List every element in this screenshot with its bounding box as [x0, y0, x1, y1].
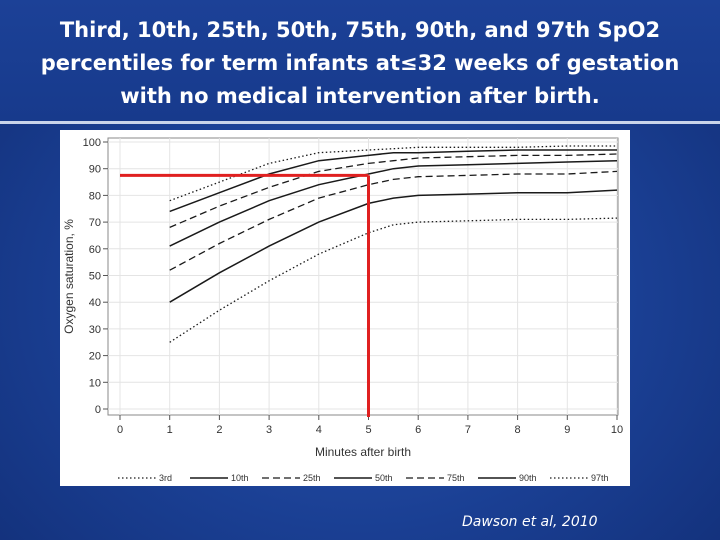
- y-tick-label-50: 50: [89, 271, 101, 283]
- plot-frame: [107, 137, 619, 416]
- y-tick-label-80: 80: [89, 190, 101, 202]
- legend-label-97th: 97th: [591, 473, 609, 483]
- x-tick-label-5: 5: [365, 424, 371, 436]
- citation-credit: Dawson et al, 2010: [462, 514, 598, 530]
- x-tick-label-1: 1: [167, 424, 173, 436]
- x-tick-label-6: 6: [415, 424, 421, 436]
- legend-label-90th: 90th: [519, 473, 537, 483]
- title-line-2: percentiles for term infants at≤32 weeks…: [40, 51, 680, 75]
- legend-label-25th: 25th: [303, 473, 321, 483]
- series-line-90th: [169, 149, 617, 213]
- x-tick-label-3: 3: [266, 424, 272, 436]
- y-tick-label-70: 70: [89, 217, 101, 229]
- y-tick-label-20: 20: [89, 351, 101, 363]
- x-axis-label: Minutes after birth: [315, 445, 411, 459]
- series-line-25th: [169, 170, 618, 271]
- x-tick-label-7: 7: [465, 424, 471, 436]
- chart-panel: 0 10 20 30 40 50 60 70 80 90 100 0 1 2 3 4 5 6 7 8 9 10 Minute…: [60, 130, 630, 486]
- legend-label-10th: 10th: [231, 473, 249, 483]
- y-tick-label-60: 60: [89, 244, 101, 256]
- legend-label-75th: 75th: [447, 473, 465, 483]
- y-axis-label: Oxygen saturation, %: [62, 219, 76, 334]
- title-line-3: with no medical intervention after birth…: [120, 84, 600, 108]
- spo2-percentile-chart: 0 10 20 30 40 50 60 70 80 90 100 0 1 2 3 4 5 6 7 8 9 10 Minute…: [62, 137, 623, 483]
- y-tick-label-40: 40: [89, 297, 101, 309]
- legend-label-3rd: 3rd: [159, 473, 172, 483]
- y-tick-label-100: 100: [83, 137, 101, 149]
- series-line-50th: [169, 159, 618, 247]
- series-line-97th: [169, 145, 617, 202]
- y-tick-label-10: 10: [89, 377, 101, 389]
- series-line-75th: [169, 153, 618, 228]
- y-tick-label-0: 0: [95, 404, 101, 416]
- x-tick-label-2: 2: [216, 424, 222, 436]
- x-tick-label-9: 9: [564, 424, 570, 436]
- x-tick-label-10: 10: [611, 424, 623, 436]
- series-line-10th: [169, 189, 618, 303]
- title-line-1: Third, 10th, 25th, 50th, 75th, 90th, and…: [59, 18, 661, 42]
- slide-title: Third, 10th, 25th, 50th, 75th, 90th, and…: [20, 14, 700, 113]
- y-tick-label-30: 30: [89, 324, 101, 336]
- x-tick-label-0: 0: [117, 424, 123, 436]
- x-tick-label-4: 4: [316, 424, 322, 436]
- title-band: Third, 10th, 25th, 50th, 75th, 90th, and…: [0, 0, 720, 124]
- legend-label-50th: 50th: [375, 473, 393, 483]
- y-tick-label-90: 90: [89, 164, 101, 176]
- x-tick-label-8: 8: [515, 424, 521, 436]
